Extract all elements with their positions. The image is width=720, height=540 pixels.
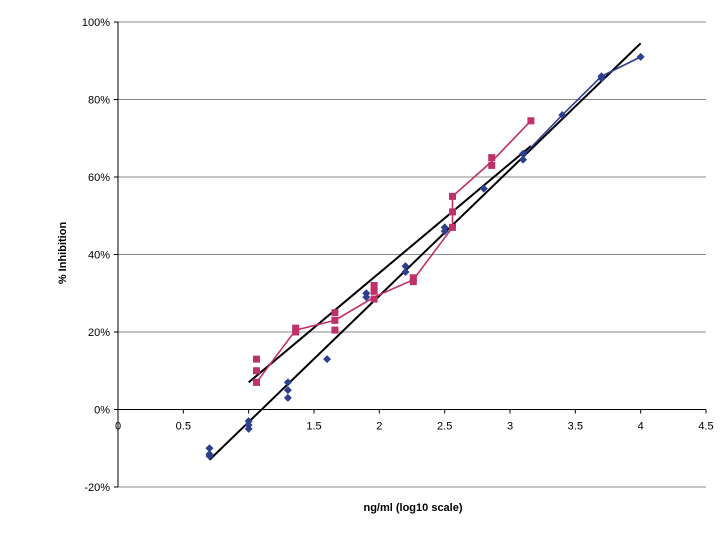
- square-marker: [331, 316, 339, 324]
- data-markers: [205, 52, 645, 460]
- square-marker: [253, 355, 261, 363]
- square-marker: [253, 367, 261, 375]
- y-tick-label: 0%: [94, 405, 110, 417]
- square-marker: [370, 295, 378, 303]
- square-marker: [449, 192, 457, 200]
- x-tick-label: 3: [507, 421, 513, 433]
- y-tick-label: 80%: [88, 95, 110, 107]
- series-line: [522, 56, 642, 157]
- gridlines: [118, 21, 706, 488]
- x-tick-label: 3.5: [568, 421, 583, 433]
- trendline: [248, 145, 532, 384]
- trendline: [208, 42, 642, 461]
- x-tick-label: 4: [638, 421, 644, 433]
- square-marker: [488, 154, 496, 162]
- diamond-marker: [401, 262, 410, 271]
- diamond-marker: [597, 74, 606, 83]
- y-tick-label: 40%: [88, 250, 110, 262]
- x-tick-labels: 00.511.522.533.544.5: [115, 421, 714, 433]
- y-tick-label: 20%: [88, 327, 110, 339]
- diamond-marker: [283, 393, 292, 402]
- square-marker: [331, 326, 339, 334]
- square-marker: [370, 282, 378, 289]
- square-marker: [409, 274, 417, 282]
- square-marker: [409, 278, 417, 286]
- x-axis-title: ng/ml (log10 scale): [363, 502, 462, 514]
- diamond-marker: [244, 424, 253, 433]
- square-marker: [292, 328, 300, 336]
- x-tick-label: 0: [115, 421, 121, 433]
- diamond-marker: [558, 111, 567, 119]
- diamond-marker: [283, 378, 292, 387]
- square-marker: [370, 287, 378, 295]
- diamond-marker: [519, 149, 528, 158]
- series-lines: [255, 56, 642, 383]
- diamond-marker: [479, 184, 488, 193]
- diamond-marker: [636, 52, 645, 61]
- y-tick-label: 100%: [82, 17, 110, 29]
- x-tick-label: 2.5: [437, 421, 452, 433]
- x-tick-label: 1.5: [306, 421, 321, 433]
- x-tick-label: 4.5: [698, 421, 713, 433]
- diamond-marker: [205, 444, 214, 453]
- square-marker: [331, 309, 339, 317]
- diamond-marker: [205, 452, 214, 460]
- x-tick-label: 2: [376, 421, 382, 433]
- y-tick-labels: -20% 0% 20% 40% 60% 80% 100%: [82, 17, 110, 494]
- diamond-marker: [283, 386, 292, 395]
- x-tick-label: 0.5: [176, 421, 191, 433]
- diamond-marker: [362, 293, 371, 302]
- diamond-marker: [440, 227, 449, 236]
- diamond-marker: [323, 355, 332, 364]
- square-marker: [488, 161, 496, 169]
- y-tick-label: -20%: [84, 482, 110, 494]
- axes: [114, 21, 707, 488]
- y-axis-title: % Inhibition: [57, 222, 69, 285]
- trendlines: [208, 42, 642, 461]
- square-marker: [292, 324, 300, 332]
- square-marker: [253, 378, 261, 386]
- square-marker: [527, 117, 535, 125]
- square-marker: [449, 223, 457, 231]
- diamond-marker: [401, 267, 410, 276]
- y-tick-label: 60%: [88, 172, 110, 184]
- diamond-marker: [519, 155, 528, 164]
- square-marker: [449, 208, 457, 216]
